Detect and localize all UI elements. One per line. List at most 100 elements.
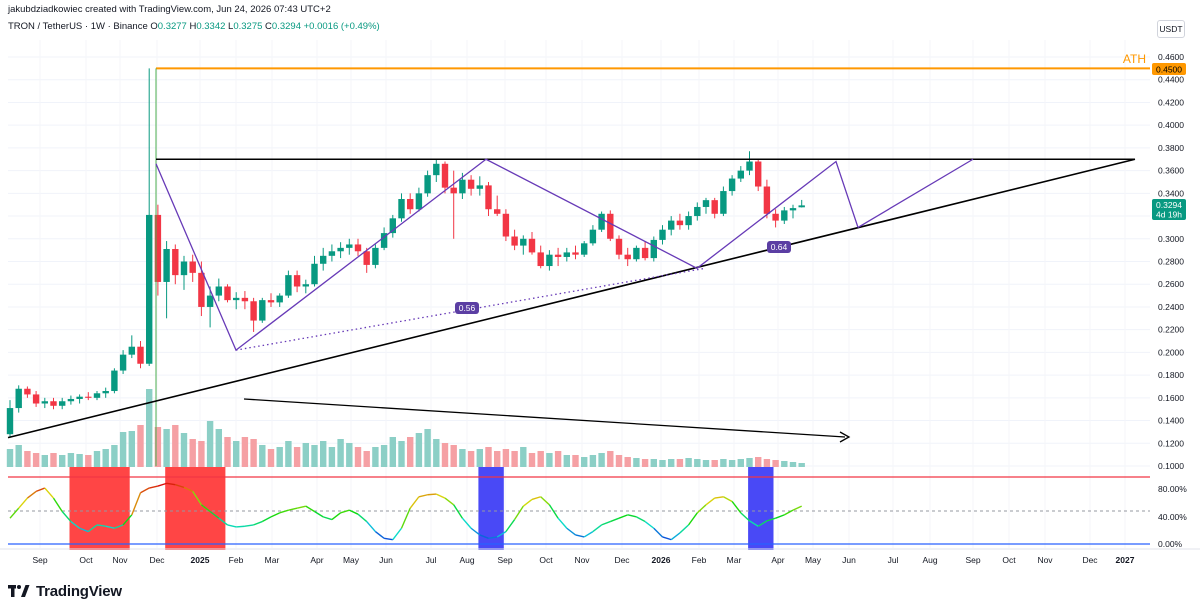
time-tick-label: Oct — [539, 555, 553, 565]
oscillator-segment — [392, 527, 403, 541]
oscillator-segment — [209, 510, 220, 519]
volume-bar — [528, 453, 536, 467]
oscillator-segment — [470, 527, 481, 536]
oscillator-segment — [592, 524, 603, 533]
candle-body — [259, 300, 266, 321]
volume-bar — [755, 457, 762, 467]
candle-body — [798, 205, 805, 208]
ath-price-tag — [1152, 63, 1186, 75]
candle-body — [285, 275, 292, 296]
price-axis[interactable]: 0.4600 0.4400 0.4200 0.4000 0.3800 0.3600 0.34… — [1158, 52, 1187, 549]
time-tick-label: Sep — [497, 555, 512, 565]
oscillator-segment — [157, 482, 167, 487]
oscillator-segment — [548, 504, 559, 519]
candle-body — [528, 238, 536, 253]
volume-bar — [711, 460, 718, 467]
candle-body — [459, 179, 466, 194]
volume-bar — [650, 459, 657, 467]
dotted-trendline — [235, 267, 706, 351]
oscillator-segment — [314, 510, 324, 518]
volume-bar — [459, 449, 466, 467]
volume-bar — [485, 447, 492, 467]
oscillator-segment — [740, 512, 750, 522]
price-tick-label: 0.4000 — [1158, 120, 1184, 130]
candle-body — [206, 295, 214, 307]
oscillator-segment — [749, 520, 759, 527]
close-value: 0.3294 — [271, 21, 301, 32]
volume-bar — [293, 447, 301, 467]
volume-bar — [737, 459, 744, 467]
price-tick-label: 0.3800 — [1158, 143, 1184, 153]
volume-bar — [111, 445, 118, 467]
volume-bar — [302, 443, 309, 467]
time-tick-label: Jul — [888, 555, 899, 565]
time-tick-label: Oct — [1002, 555, 1016, 565]
time-tick-label: Jun — [842, 555, 856, 565]
time-tick-label: Apr — [310, 555, 323, 565]
candle-body — [467, 179, 475, 189]
time-tick-label: Nov — [112, 555, 128, 565]
oscillator-segment — [670, 532, 681, 541]
candle-body — [6, 408, 14, 435]
candle-body — [250, 301, 257, 321]
volume-bar — [581, 457, 588, 467]
volume-bar — [424, 429, 431, 467]
price-tick-label: 0.1600 — [1158, 393, 1184, 403]
oscillator-segment — [418, 494, 428, 498]
price-tick-label: 0.2200 — [1158, 325, 1184, 335]
volume-bar — [676, 459, 684, 467]
candle-body — [563, 252, 570, 257]
low-label: L — [228, 21, 234, 32]
symbol-name[interactable]: TRON / TetherUS · 1W · Binance — [8, 21, 148, 32]
volume-bar — [154, 427, 162, 467]
price-tick-label: 0.1200 — [1158, 438, 1184, 448]
badge-064-text: 0.64 — [771, 242, 788, 252]
candle-body — [407, 199, 414, 210]
volume-bar — [67, 453, 75, 467]
red-signal-zone — [165, 467, 226, 550]
chart-credit: jakubdziadkowiec created with TradingVie… — [8, 4, 331, 15]
tradingview-footer[interactable]: TradingView — [8, 580, 122, 602]
price-tick-label: 0.2400 — [1158, 302, 1184, 312]
volume-bar — [328, 447, 336, 467]
candle-body — [476, 185, 483, 189]
candle-body — [728, 178, 736, 192]
candle-body — [15, 388, 22, 409]
high-value: 0.3342 — [196, 21, 226, 32]
oscillator-segment — [331, 512, 342, 521]
volume-bar — [180, 433, 188, 467]
symbol-legend: TRON / TetherUS · 1W · Binance O0.3277 H… — [8, 21, 380, 32]
oscillator-segment — [653, 527, 663, 538]
bar-countdown-text: 4d 19h — [1156, 210, 1182, 220]
candle-body — [641, 247, 649, 259]
volume-bar — [476, 449, 483, 467]
time-tick-label: Dec — [1082, 555, 1098, 565]
candles — [6, 68, 805, 438]
candle-body — [589, 229, 597, 244]
volume-bar — [276, 447, 283, 467]
candle-body — [50, 401, 57, 406]
candle-body — [685, 216, 692, 226]
candle-body — [633, 247, 640, 260]
volume-bar — [589, 455, 597, 467]
volume-bar — [380, 445, 388, 467]
volume-bar — [502, 449, 510, 467]
time-tick-label: Sep — [965, 555, 980, 565]
volume-bar — [163, 429, 170, 467]
oscillator-segment — [140, 487, 150, 494]
candle-body — [293, 275, 301, 287]
candle-body — [346, 244, 353, 248]
price-tick-label: 0.2000 — [1158, 347, 1184, 357]
oscillator-segment — [566, 527, 576, 536]
price-tick-label: 0.2600 — [1158, 279, 1184, 289]
currency-button[interactable]: USDT — [1157, 20, 1185, 38]
oscillator-segment — [9, 507, 20, 519]
candle-body — [624, 254, 631, 260]
tradingview-logo-icon — [8, 585, 30, 597]
candle-body — [189, 261, 196, 273]
volume-bar — [285, 441, 292, 467]
osc-tick-label: 0.00% — [1158, 539, 1183, 549]
time-axis[interactable]: Sep Oct Nov Dec 2025 Feb Mar Apr May Jun Jul Aug Sep… — [0, 548, 1200, 565]
candle-body — [424, 175, 431, 194]
